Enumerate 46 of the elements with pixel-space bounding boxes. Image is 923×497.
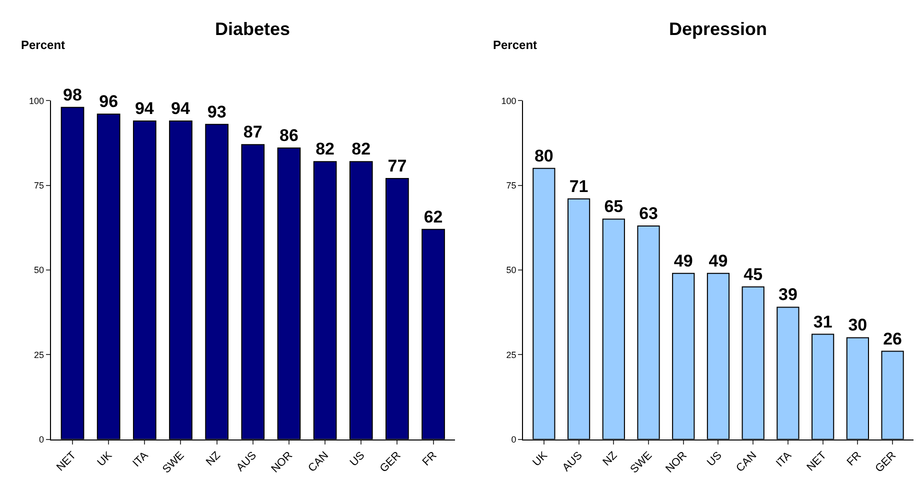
data-label: 39 xyxy=(778,285,798,304)
y-axis-title: Percent xyxy=(21,38,66,52)
chart-title: Diabetes xyxy=(215,19,290,39)
x-tick-label: UK xyxy=(530,449,550,469)
y-tick-label: 100 xyxy=(501,96,516,106)
data-label: 71 xyxy=(569,176,588,196)
data-label: 63 xyxy=(639,204,658,223)
x-tick-label: ITA xyxy=(130,449,152,470)
y-axis-title: Percent xyxy=(493,38,538,52)
y-tick-label: 75 xyxy=(34,180,44,190)
data-label: 94 xyxy=(171,98,190,118)
y-tick-label: 0 xyxy=(39,434,44,444)
x-tick-label: FR xyxy=(420,449,440,468)
y-tick-label: 50 xyxy=(34,265,44,276)
x-tick-label: UK xyxy=(95,449,116,469)
data-label: 98 xyxy=(63,85,82,104)
data-label: 82 xyxy=(352,140,371,159)
data-label: 65 xyxy=(604,197,624,216)
data-label: 45 xyxy=(744,264,763,284)
data-label: 62 xyxy=(424,207,443,226)
x-tick-label: NZ xyxy=(600,449,620,468)
data-label: 30 xyxy=(848,316,868,335)
y-tick-label: 50 xyxy=(506,265,516,276)
y-tick-label: 25 xyxy=(34,350,44,360)
data-label: 82 xyxy=(316,140,335,159)
data-label: 94 xyxy=(134,98,154,118)
data-label: 31 xyxy=(813,312,832,332)
data-label: 96 xyxy=(99,92,118,112)
data-label: 86 xyxy=(280,126,298,146)
x-tick-label: US xyxy=(348,450,368,469)
x-tick-label: US xyxy=(704,450,724,469)
data-label: 80 xyxy=(534,146,554,166)
chart-title: Depression xyxy=(669,19,768,39)
data-label: 26 xyxy=(883,329,902,348)
data-label: 77 xyxy=(388,156,407,176)
x-tick-label: NZ xyxy=(204,449,224,468)
data-label: 49 xyxy=(708,251,728,270)
y-tick-label: 75 xyxy=(506,180,516,190)
data-label: 93 xyxy=(207,102,226,122)
y-tick-label: 100 xyxy=(29,96,44,106)
x-tick-label: FR xyxy=(844,449,864,468)
y-tick-label: 25 xyxy=(506,350,516,360)
x-tick-label: ITA xyxy=(774,449,794,470)
data-label: 49 xyxy=(674,251,693,270)
y-tick-label: 0 xyxy=(511,434,516,444)
data-label: 87 xyxy=(243,122,262,142)
